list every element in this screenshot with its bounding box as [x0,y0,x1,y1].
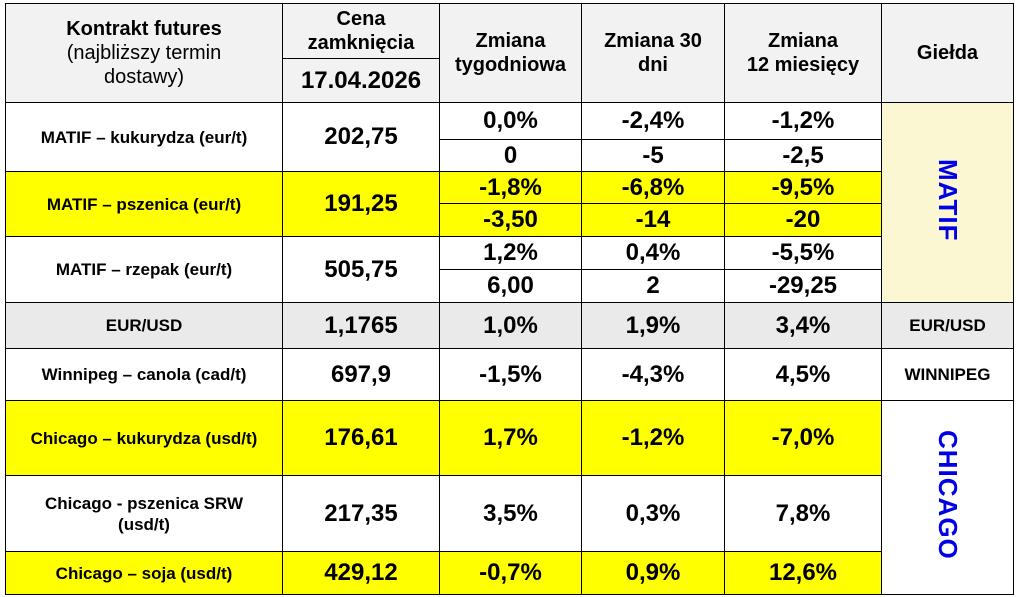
exchange-matif-label: MATIF [933,158,963,242]
header-weekly-line2: tygodniowa [454,54,567,76]
header-price-line1: Cena [336,8,386,30]
header-weekly-line1: Zmiana [475,30,546,52]
weekly-pct: -0,7% [439,551,582,595]
table-row: 0 -5 -2,5 [6,139,1014,172]
exchange-matif: MATIF [881,102,1014,303]
weekly-pct: 1,7% [439,400,582,476]
weekly-pct: -1,5% [439,348,582,401]
weekly-pct: 0,0% [439,102,582,140]
row-label: EUR/USD [5,302,283,349]
weekly-abs: -3,50 [439,203,582,237]
exchange-winnipeg: WINNIPEG [881,348,1014,401]
d30-pct: 0,9% [581,551,725,595]
d30-pct: -1,2% [581,400,725,476]
m12-pct: -5,5% [724,236,882,270]
m12-pct: -9,5% [724,171,882,204]
header-price-line2: zamknięcia [307,32,415,54]
d30-pct: -6,8% [581,171,725,204]
table-row: Chicago – kukurydza (usd/t) 176,61 1,7% … [5,400,1014,595]
d30-pct: -2,4% [581,102,725,140]
table-row: Winnipeg – canola (cad/t) 697,9 -1,5% -4… [5,348,1014,401]
table-row: MATIF – kukurydza (eur/t) 202,75 0,0% -2… [5,102,1014,303]
table-row: 6,00 2 -29,25 [6,269,1014,303]
row-label: Winnipeg – canola (cad/t) [5,348,283,401]
row-label-line1: Chicago - pszenica SRW [44,493,244,513]
m12-pct: 7,8% [724,475,882,552]
d30-pct: 1,9% [581,302,725,349]
table-row: EUR/USD 1,1765 1,0% 1,9% 3,4% EUR/USD [5,302,1014,349]
row-price: 176,61 [282,400,440,476]
weekly-pct: -1,8% [439,171,582,204]
row-price: 1,1765 [282,302,440,349]
row-price: 697,9 [282,348,440,401]
row-label: Chicago – soja (usd/t) [5,551,283,595]
header-contract: Kontrakt futures (najbliższy termin dost… [5,3,283,103]
header-date: 17.04.2026 [282,58,440,103]
d30-abs: 2 [581,269,725,303]
table-row: Chicago - pszenica SRW (usd/t) 217,35 3,… [5,475,1014,552]
header-contract-sub2: dostawy) [103,66,185,88]
exchange-chicago: CHICAGO [881,400,1014,595]
m12-abs: -20 [724,203,882,237]
row-label-line2: (usd/t) [118,514,170,534]
m12-pct: -1,2% [724,102,882,140]
exchange-eurusd: EUR/USD [881,302,1014,349]
d30-pct: 0,3% [581,475,725,552]
table-row: -3,50 -14 -20 [6,203,1014,237]
row-label: MATIF – rzepak (eur/t) [5,236,283,303]
row-label: MATIF – pszenica (eur/t) [5,171,283,237]
m12-abs: -2,5 [724,139,882,172]
header-exchange: Giełda [881,3,1014,103]
m12-pct: 3,4% [724,302,882,349]
weekly-abs: 0 [439,139,582,172]
row-label: Chicago – kukurydza (usd/t) [5,400,283,476]
row-label: Chicago - pszenica SRW (usd/t) [5,475,283,552]
header-contract-title: Kontrakt futures [66,18,222,40]
d30-pct: 0,4% [581,236,725,270]
d30-pct: -4,3% [581,348,725,401]
weekly-pct: 3,5% [439,475,582,552]
exchange-chicago-label: CHICAGO [933,430,963,560]
m12-pct: -7,0% [724,400,882,476]
m12-pct: 12,6% [724,551,882,595]
weekly-pct: 1,0% [439,302,582,349]
table-row: MATIF – rzepak (eur/t) 505,75 1,2% 0,4% … [5,236,1014,303]
m12-abs: -29,25 [724,269,882,303]
row-label: MATIF – kukurydza (eur/t) [5,102,283,172]
weekly-pct: 1,2% [439,236,582,270]
row-price: 217,35 [282,475,440,552]
header-30d: Zmiana 30 dni [581,3,725,103]
header-30d-line1: Zmiana 30 [604,30,702,52]
row-price: 429,12 [282,551,440,595]
m12-pct: 4,5% [724,348,882,401]
row-price: 202,75 [282,102,440,172]
header-price: Cena zamknięcia [282,3,440,59]
table-row: Chicago – soja (usd/t) 429,12 -0,7% 0,9%… [5,551,1014,595]
header-weekly: Zmiana tygodniowa [439,3,582,103]
header-12m-line1: Zmiana [767,30,839,52]
header-contract-sub1: (najbliższy termin [66,42,222,64]
header-12m: Zmiana 12 miesięcy [724,3,882,103]
weekly-abs: 6,00 [439,269,582,303]
header-12m-line2: 12 miesięcy [746,54,860,76]
row-price: 505,75 [282,236,440,303]
header-30d-line2: dni [638,54,668,76]
row-price: 191,25 [282,171,440,237]
table-row: MATIF – pszenica (eur/t) 191,25 -1,8% -6… [5,171,1014,237]
header-row: Kontrakt futures (najbliższy termin dost… [5,3,1014,103]
d30-abs: -5 [581,139,725,172]
futures-table: Kontrakt futures (najbliższy termin dost… [5,3,1014,595]
d30-abs: -14 [581,203,725,237]
